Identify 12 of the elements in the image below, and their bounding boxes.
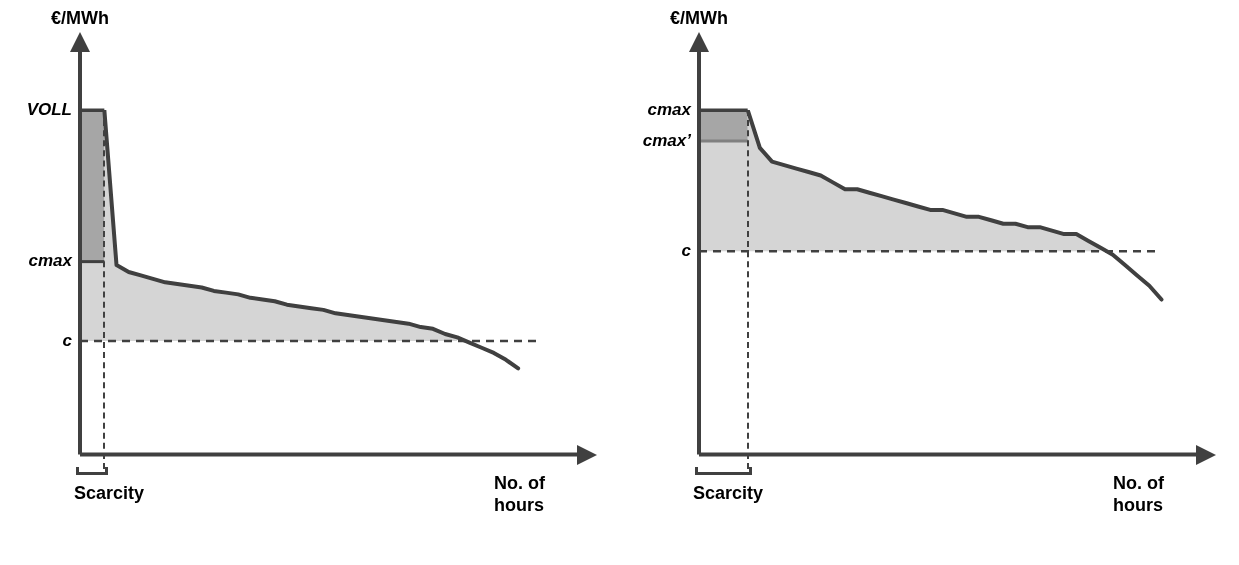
ref-line-label: VOLL (26, 99, 72, 119)
ref-line-label: cmax (28, 251, 74, 271)
x-axis-title: No. of hours (494, 472, 546, 515)
y-axis-title: €/MWh (51, 7, 109, 28)
ref-line-label: cmax (647, 99, 693, 119)
x-axis-title: No. of hours (1113, 472, 1165, 515)
text: Scarcity (74, 482, 145, 503)
y-axis-title: €/MWh (670, 7, 728, 28)
ref-line-label: c (681, 240, 692, 260)
ref-line-label: cmax’ (642, 130, 692, 150)
text: Scarcity (693, 482, 764, 503)
ref-line-label: c (62, 330, 73, 350)
